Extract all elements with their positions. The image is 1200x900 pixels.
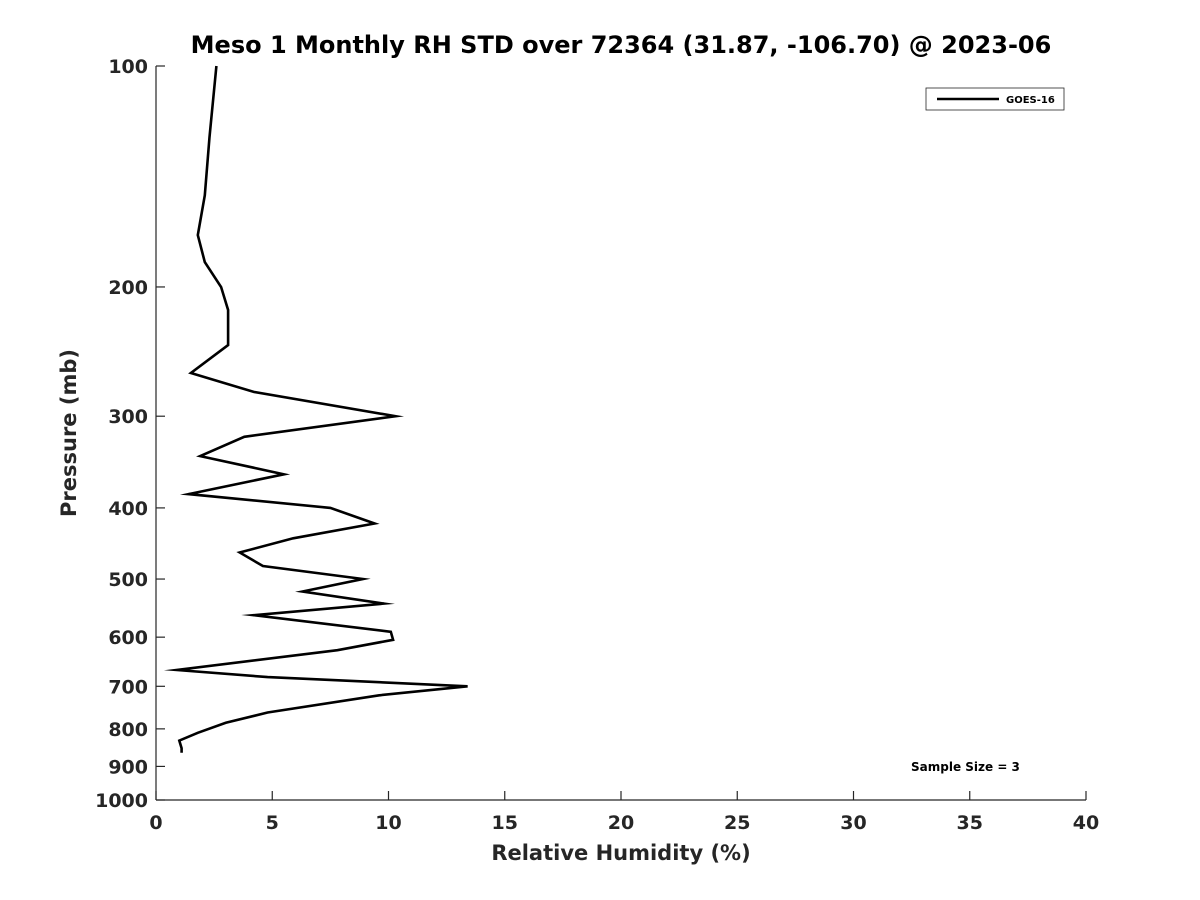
series-layer [163, 65, 468, 753]
y-tick-label: 1000 [95, 790, 148, 812]
x-tick-label: 30 [840, 812, 866, 834]
x-tick-label: 35 [957, 812, 983, 834]
x-tick-label: 5 [266, 812, 279, 834]
sample-size-annotation: Sample Size = 3 [911, 760, 1020, 774]
x-axis-label: Relative Humidity (%) [491, 841, 750, 865]
y-tick-label: 300 [108, 406, 148, 428]
legend-label-goes-16: GOES-16 [1006, 95, 1055, 106]
y-tick-label: 900 [108, 756, 148, 778]
x-tick-label: 15 [492, 812, 518, 834]
legend: GOES-16 [925, 87, 1065, 111]
x-tick-label: 0 [149, 812, 162, 834]
y-tick-label: 700 [108, 676, 148, 698]
y-tick-label: 200 [108, 277, 148, 299]
y-tick-label: 500 [108, 569, 148, 591]
axes [155, 66, 1086, 801]
y-tick-label: 800 [108, 719, 148, 741]
y-ticks: 100 200 300 400 500 600 700 800 900 1000 [95, 56, 165, 812]
y-tick-label: 400 [108, 498, 148, 520]
x-tick-label: 40 [1073, 812, 1099, 834]
plot-area [156, 66, 1086, 800]
x-tick-label: 20 [608, 812, 634, 834]
x-tick-label: 10 [375, 812, 401, 834]
y-tick-label: 100 [108, 56, 148, 78]
chart-title: Meso 1 Monthly RH STD over 72364 (31.87,… [191, 31, 1052, 59]
x-ticks: 0 5 10 15 20 25 30 35 40 [149, 791, 1099, 834]
series-line-goes-16 [163, 65, 468, 753]
x-tick-label: 25 [724, 812, 750, 834]
y-axis-label: Pressure (mb) [57, 349, 81, 517]
y-tick-label: 600 [108, 627, 148, 649]
